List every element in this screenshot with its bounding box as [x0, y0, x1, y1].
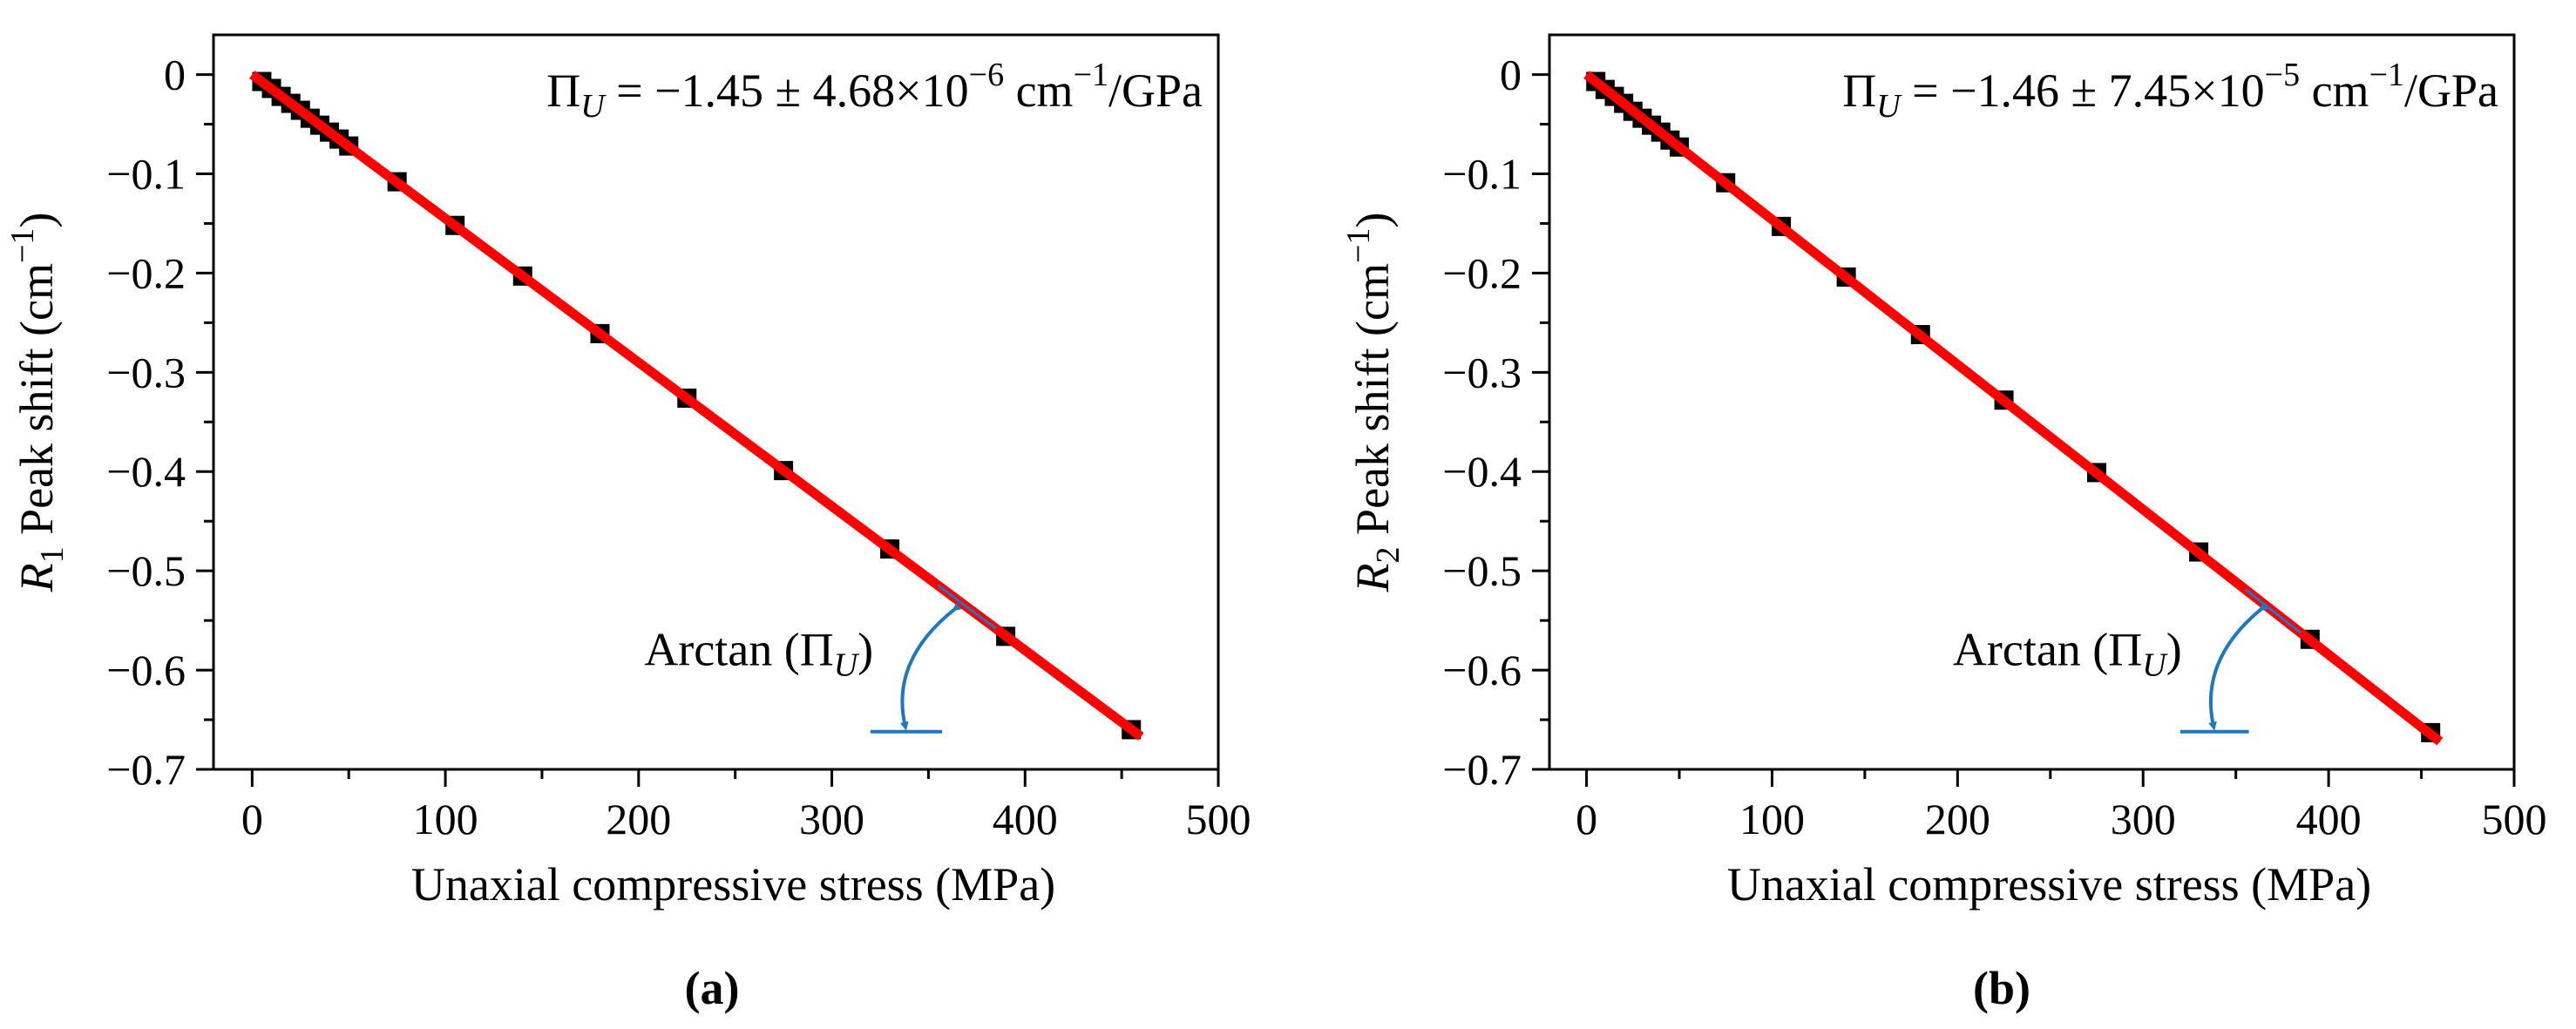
y-tick-label: −0.5 [106, 546, 186, 595]
panel-label: (a) [685, 962, 740, 1014]
y-tick-label: −0.7 [1442, 745, 1522, 794]
x-tick-label: 200 [1925, 795, 1990, 843]
y-tick-label: −0.3 [1442, 348, 1522, 396]
y-tick-label: −0.4 [1442, 447, 1522, 496]
x-tick-label: 500 [1186, 795, 1251, 843]
x-tick-label: 200 [606, 795, 671, 843]
x-tick-label: 0 [1576, 795, 1597, 843]
y-tick-label: −0.4 [106, 447, 186, 496]
x-tick-label: 400 [2296, 795, 2362, 843]
y-tick-label: −0.6 [1442, 646, 1522, 694]
y-axis-title: R2 Peak shift (cm−1) [1340, 213, 1407, 593]
angle-ray [2244, 588, 2302, 634]
plot-frame [1548, 33, 2516, 771]
y-tick-label: −0.1 [106, 149, 186, 198]
arctan-label: Arctan (ΠU) [1953, 623, 2182, 683]
x-tick-label: 0 [241, 795, 263, 843]
x-tick-label: 100 [413, 795, 478, 843]
x-tick-label: 500 [2482, 795, 2547, 843]
fit-equation: ΠU = −1.45 ± 4.68×10−6 cm−1/GPa [546, 57, 1203, 125]
angle-ray [937, 584, 997, 630]
x-tick-label: 100 [1739, 795, 1805, 843]
y-tick-label: −0.6 [106, 646, 186, 694]
y-tick-label: −0.5 [1442, 546, 1522, 595]
x-axis-title: Unaxial compressive stress (MPa) [411, 858, 1055, 911]
plot-frame [212, 33, 1220, 771]
x-tick-label: 300 [799, 795, 864, 843]
y-tick-label: −0.7 [106, 745, 186, 794]
y-tick-label: 0 [1500, 51, 1522, 99]
y-tick-label: 0 [164, 51, 186, 99]
panel-label: (b) [1973, 962, 2030, 1014]
arctan-label: Arctan (ΠU) [644, 623, 873, 683]
fit-equation: ΠU = −1.46 ± 7.45×10−5 cm−1/GPa [1842, 57, 2498, 125]
angle-arrow [899, 602, 962, 731]
angle-arrow [2208, 602, 2268, 731]
x-tick-label: 300 [2111, 795, 2176, 843]
y-axis-title: R1 Peak shift (cm−1) [4, 213, 71, 593]
y-tick-label: −0.3 [106, 348, 186, 396]
y-tick-label: −0.2 [1442, 248, 1522, 297]
y-tick-label: −0.1 [1442, 149, 1522, 198]
x-axis-title: Unaxial compressive stress (MPa) [1727, 858, 2371, 911]
x-tick-label: 400 [993, 795, 1058, 843]
panel-a: 0 100 200 300 400 500 0 −0.1 −0.2 −0.3 −0.4 −0.5 −0.… [4, 33, 1251, 1014]
y-tick-label: −0.2 [106, 248, 186, 297]
panel-b: 0 100 200 300 400 500 0 −0.1 −0.2 −0.3 −0.4 −0.5 −0.… [1340, 33, 2547, 1014]
